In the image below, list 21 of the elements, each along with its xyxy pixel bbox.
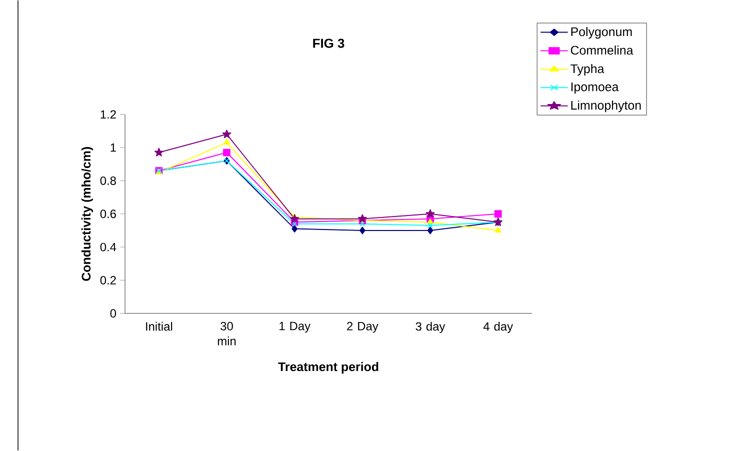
y-tick-label: 0.6	[100, 210, 116, 218]
x-tick-label: 2 Day	[347, 322, 378, 333]
y-tick-label: 0.4	[100, 242, 116, 252]
chart-title: FIG 3	[313, 38, 344, 48]
y-tick-label: 0.8	[100, 176, 116, 186]
y-axis-title: Conductivity (mho/cm)	[81, 147, 94, 281]
x-axis-title: Treatment period	[278, 362, 378, 374]
y-tick-label: 1.2	[100, 110, 116, 119]
legend-label: Polygonum	[571, 27, 632, 39]
x-tick-label: Initial	[146, 322, 172, 331]
x-tick-label: 1 Day	[280, 322, 310, 333]
y-tick-label: 0	[110, 309, 116, 318]
legend-label: Typha	[570, 64, 604, 76]
y-tick-label: 1	[110, 144, 116, 152]
legend-label: Ipomoea	[571, 82, 619, 94]
y-tick-label: 0.2	[100, 276, 116, 285]
x-tick-label: 4 day	[483, 322, 514, 334]
x-tick-label: 30 min	[218, 322, 236, 346]
legend-label: Limnophyton	[571, 100, 641, 112]
x-tick-label: 3 day	[416, 322, 446, 334]
legend-label: Commelina	[570, 46, 634, 55]
